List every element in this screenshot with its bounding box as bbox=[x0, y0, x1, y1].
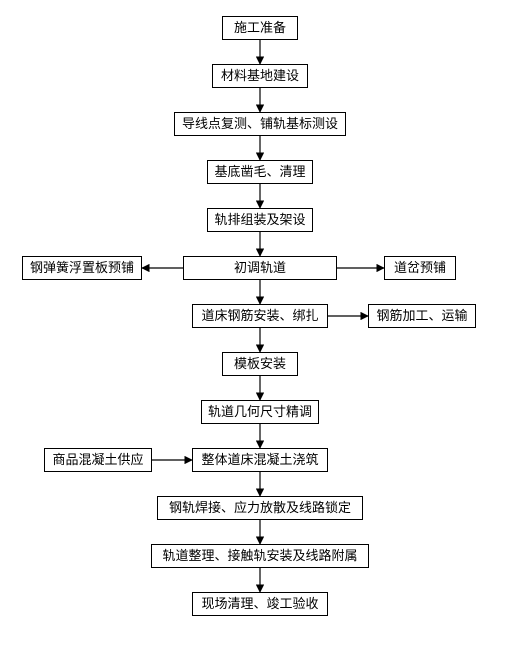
flowchart-node-label: 钢筋加工、运输 bbox=[376, 308, 467, 324]
flowchart-node-label: 钢弹簧浮置板预铺 bbox=[30, 260, 134, 276]
flowchart-node-label: 基底凿毛、清理 bbox=[214, 164, 305, 180]
flowchart-node: 基底凿毛、清理 bbox=[207, 160, 313, 184]
flowchart-node-label: 材料基地建设 bbox=[221, 68, 299, 84]
flowchart-node: 模板安装 bbox=[222, 352, 298, 376]
flowchart-node: 轨道几何尺寸精调 bbox=[201, 400, 319, 424]
flowchart-node: 导线点复测、铺轨基标测设 bbox=[174, 112, 346, 136]
flowchart-node-label: 钢轨焊接、应力放散及线路锁定 bbox=[169, 500, 351, 516]
flowchart-node-label: 整体道床混凝土浇筑 bbox=[201, 452, 318, 468]
flowchart-node-label: 商品混凝土供应 bbox=[52, 452, 143, 468]
flowchart-node-label: 轨道整理、接触轨安装及线路附属 bbox=[162, 548, 357, 564]
flowchart-node: 钢弹簧浮置板预铺 bbox=[22, 256, 142, 280]
flowchart-node-label: 轨道几何尺寸精调 bbox=[208, 404, 312, 420]
flowchart-node-label: 轨排组装及架设 bbox=[214, 212, 305, 228]
flowchart-node: 材料基地建设 bbox=[212, 64, 308, 88]
flowchart-node: 轨道整理、接触轨安装及线路附属 bbox=[151, 544, 369, 568]
flowchart-node: 钢轨焊接、应力放散及线路锁定 bbox=[157, 496, 363, 520]
flowchart-node: 钢筋加工、运输 bbox=[368, 304, 476, 328]
flowchart-node-label: 道岔预铺 bbox=[394, 260, 446, 276]
flowchart-node-label: 导线点复测、铺轨基标测设 bbox=[182, 116, 338, 132]
flowchart-node: 道岔预铺 bbox=[384, 256, 456, 280]
flowchart-node: 商品混凝土供应 bbox=[44, 448, 152, 472]
flowchart-node-label: 初调轨道 bbox=[234, 260, 286, 276]
flowchart-node-label: 道床钢筋安装、绑扎 bbox=[201, 308, 318, 324]
flowchart-node-label: 现场清理、竣工验收 bbox=[201, 596, 318, 612]
flowchart-node: 整体道床混凝土浇筑 bbox=[192, 448, 328, 472]
flowchart-node: 施工准备 bbox=[222, 16, 298, 40]
flowchart-node: 现场清理、竣工验收 bbox=[192, 592, 328, 616]
flowchart-node: 轨排组装及架设 bbox=[207, 208, 313, 232]
flowchart-node-label: 模板安装 bbox=[234, 356, 286, 372]
flowchart-node-label: 施工准备 bbox=[234, 20, 286, 36]
flowchart-node: 初调轨道 bbox=[183, 256, 337, 280]
flowchart-node: 道床钢筋安装、绑扎 bbox=[192, 304, 328, 328]
